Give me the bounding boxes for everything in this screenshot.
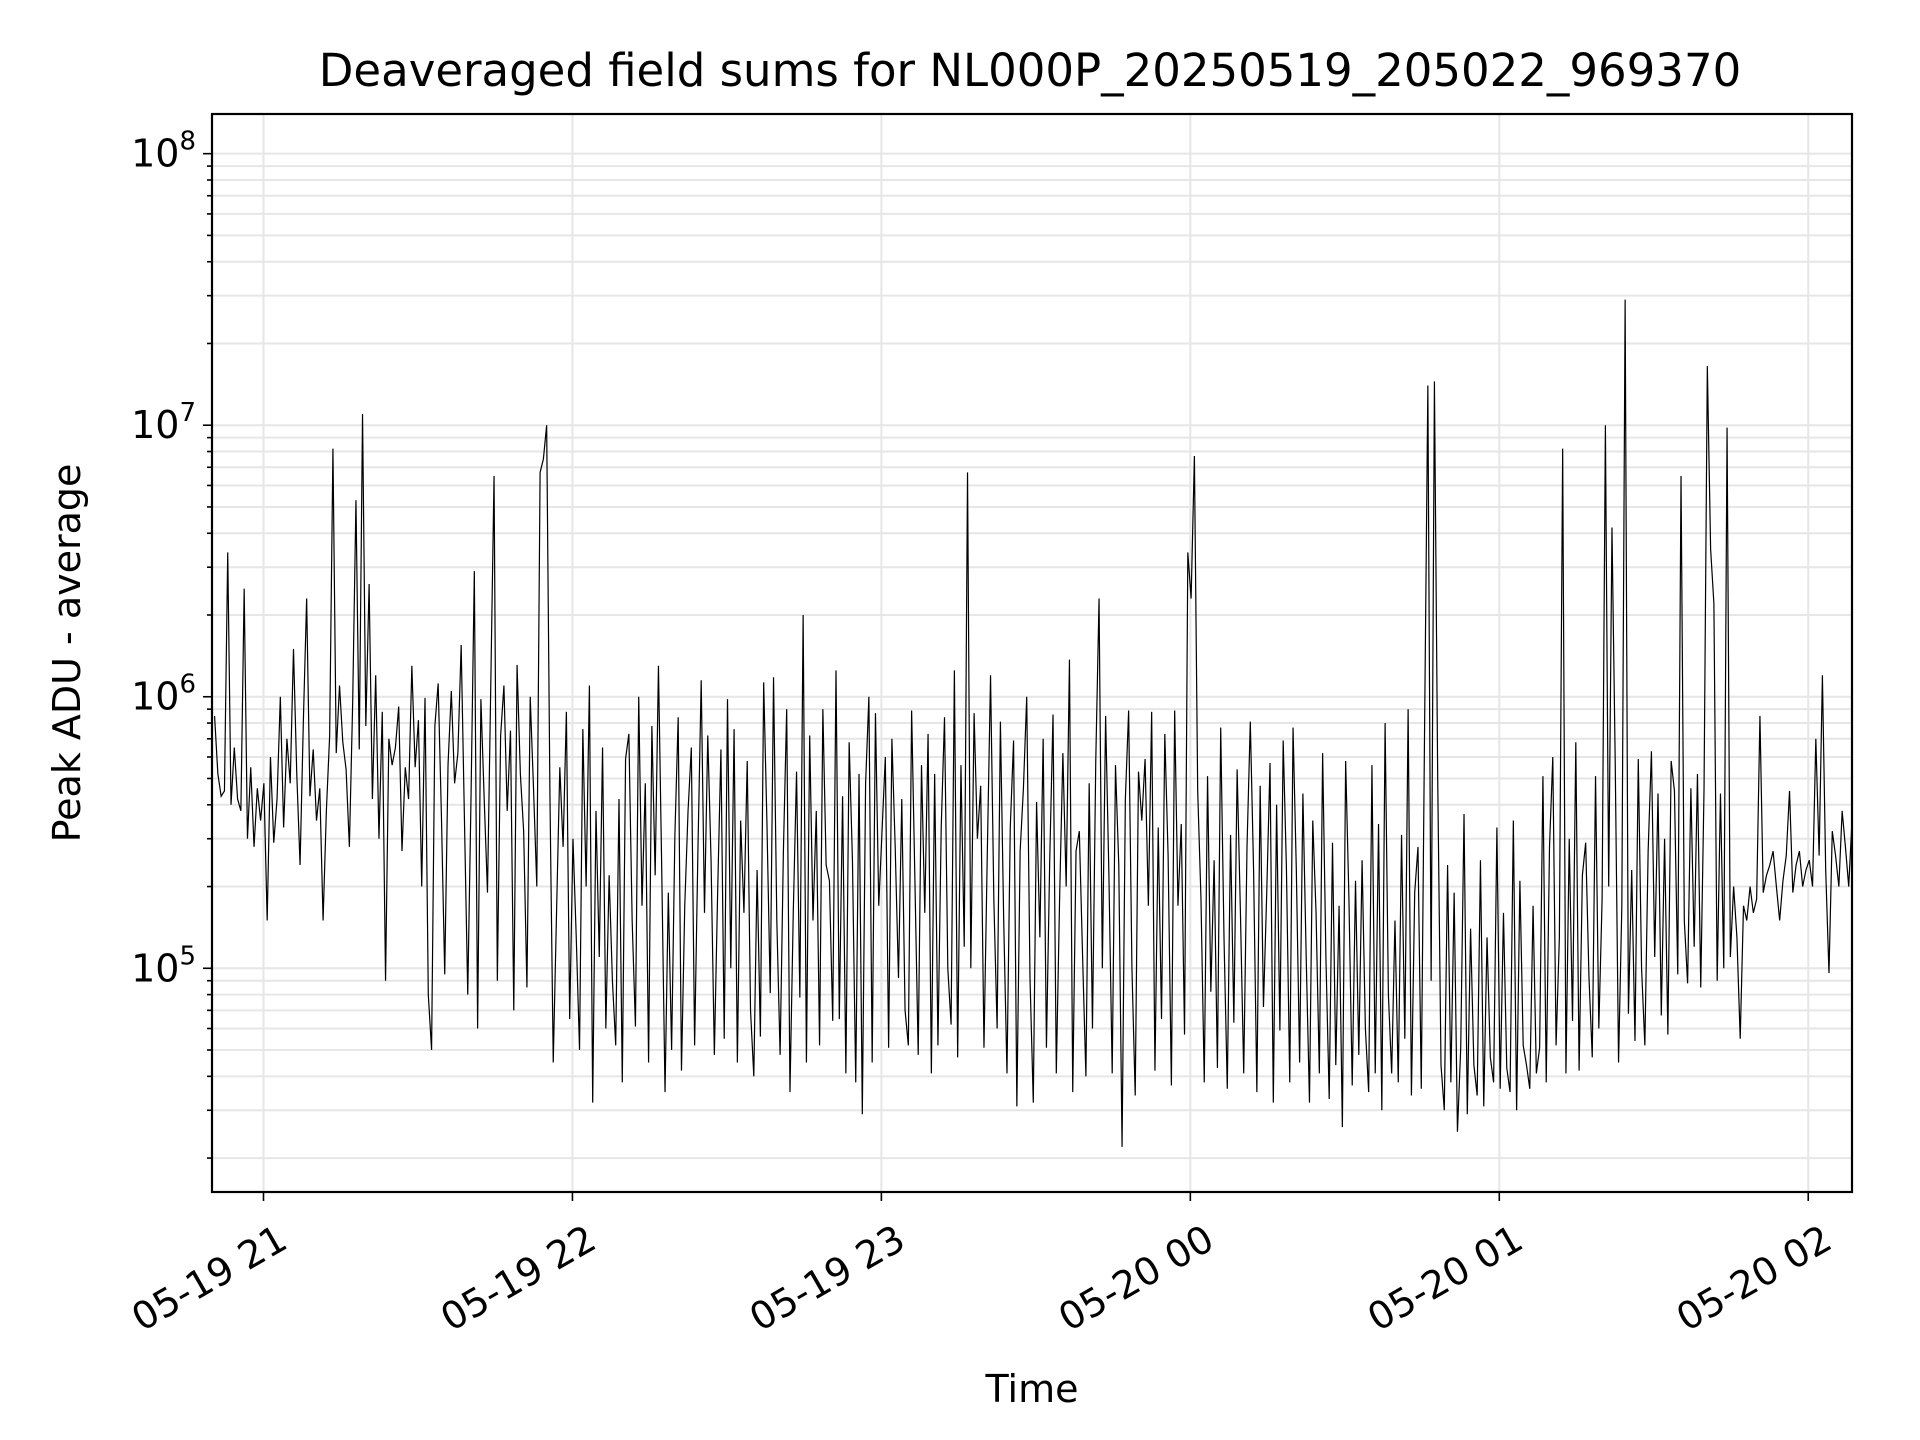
y-tick-label: 107 [131,398,196,447]
y-tick-label: 105 [131,941,196,990]
data-series [213,299,1853,1147]
y-tick-label: 108 [131,127,196,176]
chart-title: Deaveraged field sums for NL000P_2025051… [319,44,1741,97]
y-axis: 105 106 107 108 [131,127,212,1159]
x-axis-label: Time [985,1367,1079,1411]
plot-frame [210,112,1854,1194]
series-line [213,299,1853,1147]
grid [212,114,1852,1192]
y-tick-label: 106 [131,670,196,719]
y-axis-label: Peak ADU - average [45,464,89,843]
